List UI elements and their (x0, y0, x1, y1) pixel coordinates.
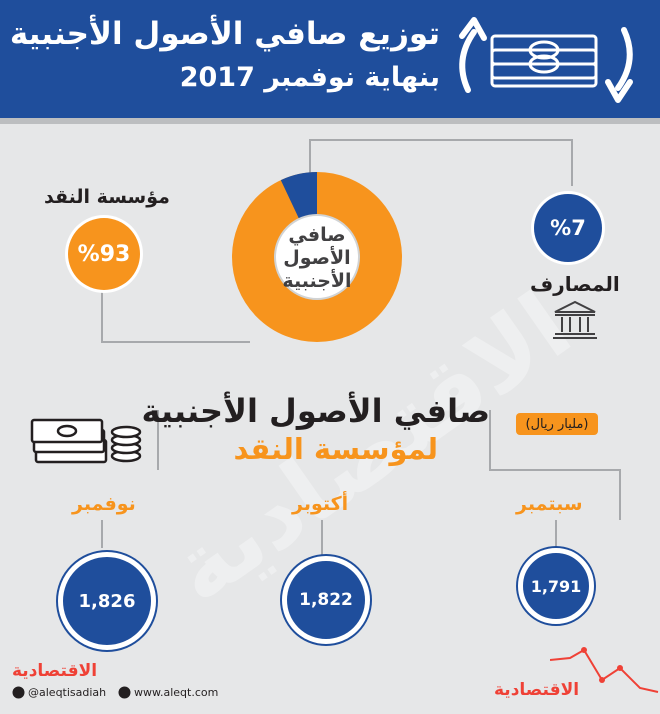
cash-and-coins-icon (30, 418, 142, 464)
value-october: 1,822 (299, 590, 353, 610)
value-november: 1,826 (78, 590, 136, 612)
bank-icon (553, 300, 597, 339)
unit-badge: (مليار ريال) (516, 413, 598, 435)
value-circle-october: 1,822 (282, 556, 370, 644)
section-title: صافي الأصول الأجنبية (141, 392, 490, 430)
section-subtitle: لمؤسسة النقد (233, 432, 438, 466)
header-title-line1: توزيع صافي الأصول الأجنبية (9, 16, 440, 52)
distribution-donut (232, 172, 402, 342)
sama-percent-circle: %93 (68, 218, 140, 290)
donut-center-line3: الأجنبية (282, 270, 352, 292)
donut-center-text: صافي الأصول الأجنبية (265, 224, 369, 293)
sama-label: مؤسسة النقد (44, 186, 170, 208)
twitter-icon (12, 686, 25, 699)
header-banner: توزيع صافي الأصول الأجنبية بنهاية نوفمبر… (0, 0, 660, 124)
month-label-october: أكتوبر (292, 493, 349, 515)
website-link[interactable]: www.aleqt.com (134, 686, 219, 699)
footer-logo: الاقتصادية (12, 661, 98, 681)
month-label-september: سبتمبر (516, 493, 583, 515)
header-title-line2: بنهاية نوفمبر 2017 (179, 62, 440, 93)
donut-center-line2: الأصول (283, 247, 351, 269)
sama-percent: %93 (77, 241, 131, 267)
footer-trend-line (550, 647, 659, 693)
banks-label: المصارف (530, 272, 620, 296)
globe-icon (118, 686, 131, 699)
footer-brand: الاقتصادية (494, 680, 580, 700)
value-circle-november: 1,826 (58, 552, 156, 650)
month-label-november: نوفمبر (72, 493, 136, 515)
donut-center-line1: صافي (288, 224, 346, 246)
banks-percent: %7 (550, 216, 586, 240)
value-september: 1,791 (530, 576, 582, 596)
value-circle-september: 1,791 (518, 548, 594, 624)
donut-slice-banks (280, 172, 318, 221)
banks-percent-circle: %7 (534, 194, 602, 262)
money-exchange-icon (459, 17, 633, 103)
twitter-handle[interactable]: @aleqtisadiah (28, 686, 107, 699)
